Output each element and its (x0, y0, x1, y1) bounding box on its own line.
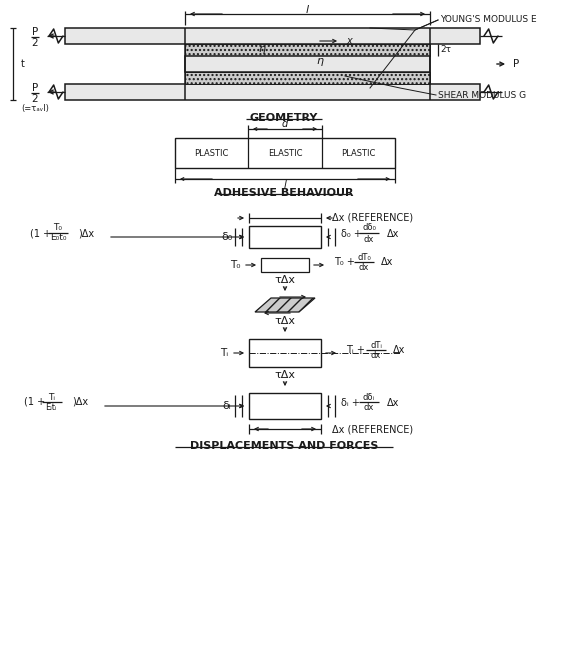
Bar (185, 72, 430, 84)
Bar (175, 138, 395, 168)
Text: l: l (283, 180, 286, 190)
Text: δ₀ +: δ₀ + (341, 229, 362, 239)
Text: (1 +: (1 + (24, 397, 45, 407)
Text: τΔx: τΔx (274, 275, 295, 285)
Text: (1 +: (1 + (30, 228, 51, 238)
Text: YOUNG'S MODULUS E: YOUNG'S MODULUS E (440, 16, 537, 25)
Text: T₀ +: T₀ + (334, 257, 355, 267)
Text: 2: 2 (32, 94, 38, 104)
Text: PLASTIC: PLASTIC (341, 149, 375, 158)
Text: dx: dx (364, 234, 374, 244)
Bar (65, 28, 480, 44)
Text: δ₀: δ₀ (221, 232, 233, 242)
Text: )Δx: )Δx (72, 397, 88, 407)
Text: δᵢ: δᵢ (222, 401, 232, 411)
Text: T₀: T₀ (53, 224, 63, 233)
Bar (65, 84, 480, 100)
Bar (249, 339, 321, 367)
Text: Δx (REFERENCE): Δx (REFERENCE) (332, 424, 414, 434)
Text: T₀: T₀ (230, 260, 240, 270)
Text: t: t (21, 59, 25, 69)
Text: GEOMETRY: GEOMETRY (250, 113, 318, 123)
Text: τΔx: τΔx (274, 370, 295, 380)
Text: x: x (346, 36, 352, 46)
Text: 2τ: 2τ (440, 45, 451, 54)
Text: η: η (316, 56, 324, 66)
Text: δᵢ +: δᵢ + (341, 398, 360, 408)
Text: PLASTIC: PLASTIC (194, 149, 228, 158)
Text: dδ₀: dδ₀ (362, 224, 376, 233)
Text: P: P (32, 27, 38, 37)
Text: dδᵢ: dδᵢ (363, 393, 375, 402)
Bar (261, 258, 309, 272)
Text: η: η (258, 44, 266, 54)
Text: )Δx: )Δx (78, 228, 94, 238)
Text: DISPLACEMENTS AND FORCES: DISPLACEMENTS AND FORCES (190, 441, 378, 451)
Text: l: l (306, 5, 308, 15)
Text: dx: dx (364, 404, 374, 413)
Text: dx: dx (359, 262, 369, 271)
Text: 2: 2 (32, 38, 38, 48)
Text: dTᵢ: dTᵢ (370, 340, 382, 349)
Text: Tᵢ: Tᵢ (48, 393, 56, 402)
Text: dT₀: dT₀ (357, 253, 371, 262)
Text: P: P (513, 59, 519, 69)
Text: d: d (282, 119, 288, 129)
Text: Δx: Δx (387, 229, 399, 239)
Text: E₀t₀: E₀t₀ (50, 233, 66, 242)
Bar (249, 226, 321, 248)
Text: Eᵢtᵢ: Eᵢtᵢ (46, 402, 57, 412)
Text: Δx: Δx (381, 257, 393, 267)
Text: Δx (REFERENCE): Δx (REFERENCE) (332, 213, 414, 223)
Bar (249, 393, 321, 419)
Bar (185, 44, 430, 56)
Polygon shape (255, 298, 315, 312)
Text: ELASTIC: ELASTIC (268, 149, 302, 158)
Bar (185, 56, 430, 72)
Text: (=τₐᵥl): (=τₐᵥl) (21, 105, 49, 114)
Text: SHEAR MODULUS G: SHEAR MODULUS G (438, 90, 526, 99)
Text: Δx: Δx (387, 398, 399, 408)
Text: Δx: Δx (393, 345, 405, 355)
Text: τΔx: τΔx (274, 316, 295, 326)
Text: Tᵢ: Tᵢ (220, 348, 228, 358)
Text: dx: dx (371, 351, 381, 360)
Text: Tᵢ +: Tᵢ + (346, 345, 365, 355)
Text: ADHESIVE BEHAVIOUR: ADHESIVE BEHAVIOUR (215, 188, 354, 198)
Text: P: P (32, 83, 38, 93)
